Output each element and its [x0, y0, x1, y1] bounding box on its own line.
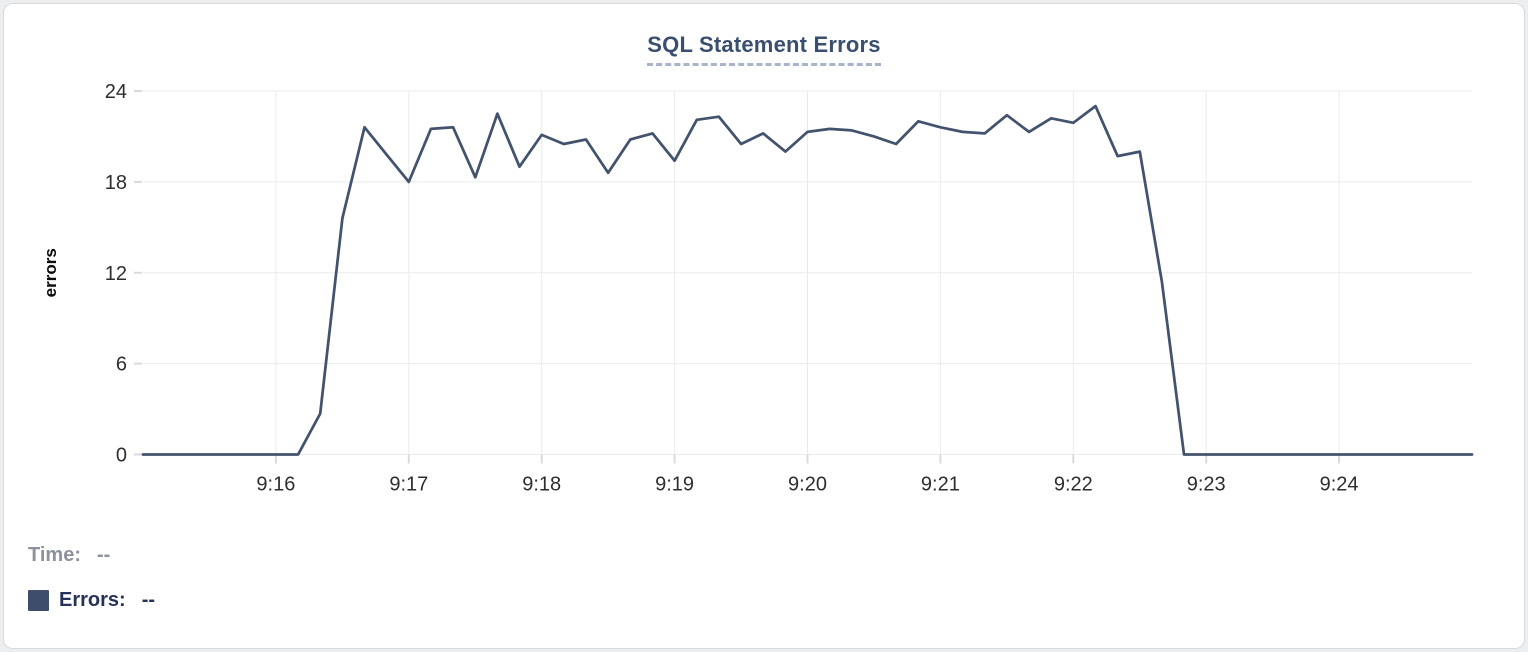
- time-value: --: [96, 544, 111, 566]
- x-tick-label: 9:24: [1320, 474, 1359, 496]
- legend-errors-row[interactable]: Errors: --: [28, 589, 155, 612]
- y-tick-label: 0: [116, 445, 127, 467]
- chart-title[interactable]: SQL Statement Errors: [647, 32, 881, 66]
- x-tick-label: 9:21: [921, 474, 960, 496]
- x-tick-label: 9:20: [788, 474, 827, 496]
- errors-value: --: [141, 589, 156, 611]
- y-tick-label: 24: [105, 81, 127, 103]
- errors-label: Errors:: [59, 589, 126, 611]
- y-axis-label: errors: [41, 248, 60, 297]
- time-label: Time:: [28, 544, 81, 566]
- y-tick-label: 18: [105, 172, 127, 194]
- errors-legend-swatch: [28, 590, 49, 611]
- y-tick-label: 6: [116, 354, 127, 376]
- x-tick-label: 9:17: [389, 474, 428, 496]
- errors-line-chart[interactable]: 0 6 12 18 24 9:16 9:17 9:18 9:19 9:20 9:21 9:22 9:23…: [4, 4, 1526, 509]
- x-tick-label: 9:18: [522, 474, 561, 496]
- x-tick-label: 9:19: [655, 474, 694, 496]
- errors-series-line[interactable]: [141, 104, 1474, 456]
- chart-header: SQL Statement Errors: [4, 32, 1524, 66]
- x-tick-label: 9:23: [1187, 474, 1226, 496]
- y-tick-label: 12: [105, 263, 127, 285]
- x-tick-label: 9:16: [256, 474, 295, 496]
- tooltip-time-row: Time: --: [28, 544, 110, 567]
- chart-card: SQL Statement Errors 0 6 12 18 24 9:16 9:17 9:1…: [3, 3, 1525, 649]
- x-tick-label: 9:22: [1054, 474, 1093, 496]
